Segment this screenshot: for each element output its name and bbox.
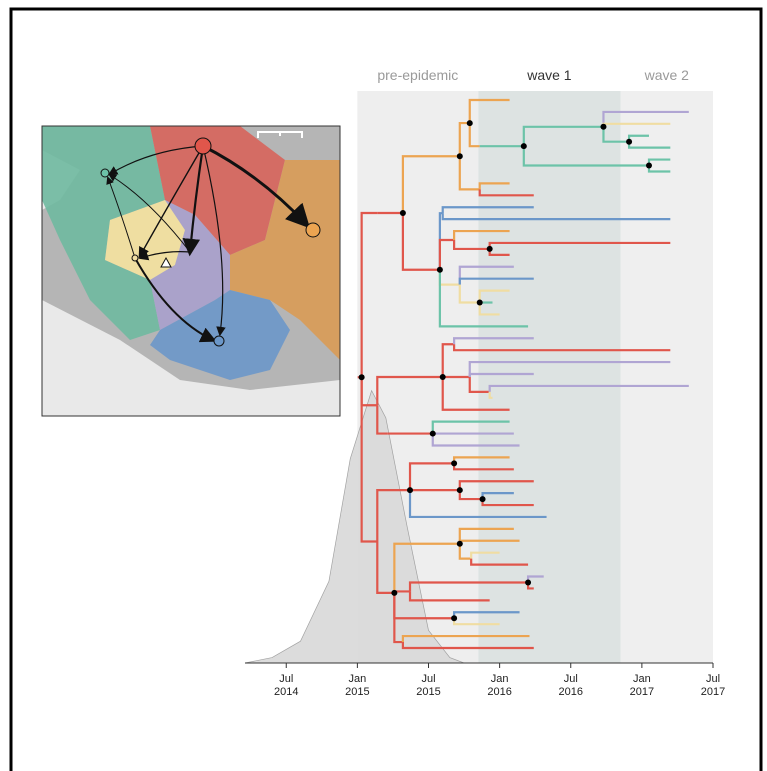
tip-branch: [401, 642, 534, 650]
node-dot: [399, 209, 406, 216]
branch: [458, 284, 480, 304]
period-band: [478, 91, 621, 663]
branch: [453, 239, 490, 251]
branch: [360, 211, 378, 378]
branch: [376, 541, 395, 595]
node-dot: [476, 299, 483, 306]
branch: [360, 377, 378, 543]
branch: [408, 581, 529, 592]
tip-branch: [458, 277, 534, 285]
node-dot: [525, 579, 532, 586]
tip-branch: [441, 206, 534, 214]
tip-branch: [401, 634, 530, 643]
x-tick-label: Jul 2017: [700, 673, 726, 698]
node-dot: [479, 496, 486, 503]
branch: [458, 156, 480, 191]
node-dot: [520, 143, 527, 150]
branch: [376, 489, 411, 542]
tip-branch: [478, 189, 534, 197]
node-dot: [626, 138, 633, 145]
branch: [393, 592, 403, 644]
x-tick-label: Jul 2015: [416, 673, 441, 698]
branch: [438, 238, 455, 270]
x-tick-label: Jan 2017: [629, 673, 655, 698]
period-band: [620, 91, 713, 663]
node-dot: [645, 162, 652, 169]
tip-branch: [408, 591, 490, 602]
tip-branch: [441, 213, 671, 221]
x-tick-label: Jul 2014: [274, 673, 299, 698]
node-dot: [391, 589, 398, 596]
tip-branch: [468, 372, 534, 377]
node-dot: [451, 615, 458, 622]
tip-branch: [431, 433, 520, 447]
x-tick-label: Jul 2016: [558, 673, 583, 698]
branch: [522, 125, 604, 147]
branch: [401, 155, 460, 213]
branch: [458, 543, 472, 560]
branch: [468, 376, 490, 393]
branch: [401, 212, 440, 271]
node-dot: [456, 487, 463, 494]
tip-branch: [453, 229, 510, 240]
node-dot: [456, 540, 463, 547]
node-dot: [407, 487, 414, 494]
branch: [441, 343, 455, 377]
tip-branch: [478, 182, 510, 190]
frame: [9, 7, 763, 771]
tip-branch: [478, 302, 500, 316]
tip-branch: [488, 391, 493, 399]
node-dot: [436, 266, 443, 273]
tip-branch: [453, 337, 534, 345]
node-dot: [600, 123, 607, 130]
tip-branch: [408, 490, 547, 519]
branch: [602, 126, 630, 143]
map-border: [41, 125, 341, 417]
tip-branch: [602, 110, 689, 127]
branch: [468, 123, 480, 148]
branch: [376, 375, 443, 406]
node-dot: [429, 430, 436, 437]
tip-branch: [438, 269, 529, 328]
tip-branch: [470, 551, 500, 559]
node-dot: [486, 245, 493, 252]
period-label: wave 1: [526, 67, 572, 83]
tip-branch: [453, 344, 671, 352]
node-dot: [466, 120, 473, 127]
node-dot: [456, 153, 463, 160]
tip-branch: [468, 98, 510, 124]
node-dot: [439, 373, 446, 380]
x-tick-label: Jan 2016: [487, 673, 512, 698]
branch: [393, 542, 460, 593]
x-tick-label: Jan 2015: [345, 673, 370, 698]
node-dot: [451, 460, 458, 467]
branch: [458, 121, 470, 157]
tip-branch: [470, 558, 529, 566]
node-dot: [358, 374, 365, 381]
tip-branch: [468, 360, 671, 377]
tip-branch: [478, 289, 510, 303]
period-label: pre-epidemic: [377, 67, 458, 83]
map: [42, 126, 340, 416]
branch: [376, 405, 388, 435]
tip-branch: [488, 384, 689, 392]
branch: [522, 146, 649, 167]
tip-branch: [431, 420, 510, 434]
tip-branch: [458, 527, 514, 544]
period-label: wave 2: [644, 67, 690, 83]
tip-branch: [441, 376, 510, 411]
branch: [408, 462, 455, 491]
